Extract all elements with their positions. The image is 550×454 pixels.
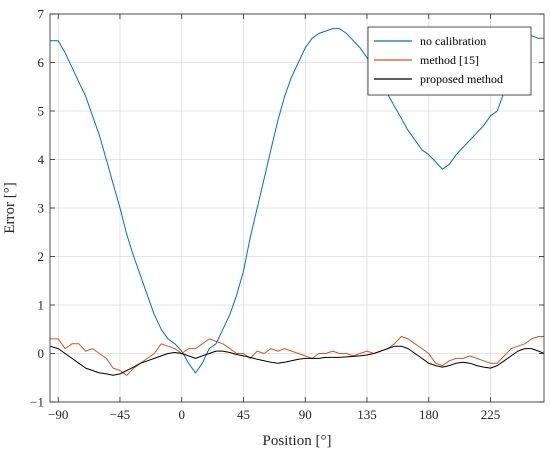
legend-entry: no calibration [420,34,486,48]
y-tick-label: 4 [38,152,45,167]
legend: no calibration method [15] proposed method [367,26,532,96]
y-tick-label: 6 [38,55,45,70]
series-line-1 [50,336,544,376]
x-tick-label: −90 [48,407,68,422]
legend-entry: proposed method [420,72,503,86]
x-tick-label: 180 [419,407,439,422]
y-tick-label: 3 [38,201,45,216]
x-tick-label: 225 [481,407,501,422]
x-tick-label: 0 [178,407,185,422]
y-axis-label: Error [°] [2,182,18,233]
x-tick-label: 90 [299,407,312,422]
y-tick-label: −1 [30,395,44,410]
x-tick-label: 45 [237,407,250,422]
series-lines [49,28,545,376]
legend-box [367,26,532,96]
y-tick-label: 5 [38,104,45,119]
y-tick-label: 7 [38,7,45,22]
legend-entry: method [15] [420,53,479,67]
y-tick-label: 2 [38,249,45,264]
series-line-2 [49,345,545,376]
x-tick-label: −45 [110,407,130,422]
x-tick-label: 135 [357,407,377,422]
x-axis-label: Position [°] [263,433,332,449]
y-tick-label: 0 [38,346,45,361]
y-tick-label: 1 [38,298,45,313]
series-line-0 [50,28,544,374]
